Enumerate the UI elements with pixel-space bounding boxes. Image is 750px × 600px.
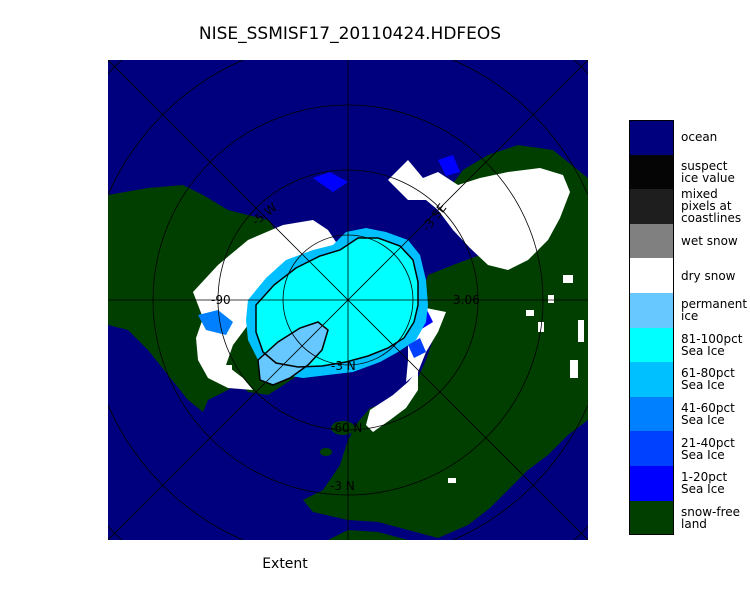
legend-swatch (629, 120, 674, 155)
label-lat-lower: -60 N (330, 421, 362, 435)
iceland-land (331, 421, 355, 435)
polar-map-svg: -90 3.06 -5 W -3 SE -3 N -60 N -3 N (108, 60, 588, 540)
sea-ice-21-40 (408, 338, 426, 358)
legend-swatch (629, 362, 674, 397)
snow-patch-4 (578, 320, 584, 342)
snow-patch-6 (548, 295, 554, 303)
legend-label: ocean (681, 130, 718, 145)
sea-ice-1-20 (313, 155, 460, 330)
coastlines (255, 237, 419, 386)
legend-entry: 41-60pct Sea Ice (629, 396, 749, 432)
legend-label: wet snow (681, 234, 738, 249)
legend-entry: suspect ice value (629, 154, 749, 190)
legend-entry: dry snow (629, 258, 749, 293)
legend-entry: 1-20pct Sea Ice (629, 465, 749, 501)
coastline-greenland (257, 321, 329, 386)
island-small-2 (182, 306, 194, 314)
legend-label: 21-40pct Sea Ice (681, 435, 735, 462)
legend-swatch (629, 396, 674, 432)
legend-label: 81-100pct Sea Ice (681, 331, 743, 358)
legend-label: 41-60pct Sea Ice (681, 401, 735, 428)
snow-patch-7 (448, 478, 456, 483)
island-small-1 (320, 448, 332, 456)
legend-swatch (629, 154, 674, 190)
sea-ice-41-60 (198, 310, 233, 335)
legend-label: mixed pixels at coastlines (681, 187, 742, 226)
legend: ocean suspect ice value mixed pixels at co… (629, 120, 749, 536)
legend-entry: 61-80pct Sea Ice (629, 362, 749, 397)
legend-swatch (629, 258, 674, 293)
polar-map: -90 3.06 -5 W -3 SE -3 N -60 N -3 N (108, 60, 588, 540)
extent-label: Extent (262, 556, 308, 572)
legend-entry: ocean (629, 120, 749, 155)
legend-label: permanent ice (681, 297, 748, 324)
legend-entry: 81-100pct Sea Ice (629, 327, 749, 363)
legend-label: 61-80pct Sea Ice (681, 366, 735, 393)
legend-swatch (629, 327, 674, 363)
legend-swatch (629, 500, 674, 536)
legend-label: dry snow (681, 268, 736, 283)
legend-swatch (629, 431, 674, 466)
legend-entry: wet snow (629, 223, 749, 259)
label-lon-lower: -3 N (331, 359, 356, 373)
legend-label: 1-20pct Sea Ice (681, 470, 728, 497)
map-title: NISE_SSMISF17_20110424.HDFEOS (198, 24, 502, 44)
snow-patch-1 (526, 310, 534, 316)
snow-patch-3 (563, 275, 573, 283)
europe-land (313, 485, 388, 518)
snow-canada-east (203, 298, 238, 316)
legend-swatch (629, 189, 674, 224)
label-lon-left: -90 (211, 293, 231, 307)
legend-entry: permanent ice (629, 292, 749, 328)
legend-label: suspect ice value (681, 158, 735, 185)
snow-patch-5 (570, 360, 578, 378)
legend-swatch (629, 465, 674, 501)
legend-swatch (629, 223, 674, 259)
legend-label: snow-free land (681, 504, 741, 531)
label-lon-right: 3.06 (453, 293, 480, 307)
legend-entry: mixed pixels at coastlines (629, 187, 749, 226)
legend-entry: 21-40pct Sea Ice (629, 431, 749, 466)
meridian-diag-2 (108, 60, 588, 540)
label-lat-bottom: -3 N (330, 479, 355, 493)
snow-siberia (388, 160, 570, 270)
legend-entry: snow-free land (629, 500, 749, 536)
legend-swatch (629, 292, 674, 328)
snow-patch-8 (226, 365, 232, 371)
graticule (108, 60, 588, 540)
snow-scandinavia (366, 370, 418, 432)
coastline-arctic (255, 237, 419, 368)
